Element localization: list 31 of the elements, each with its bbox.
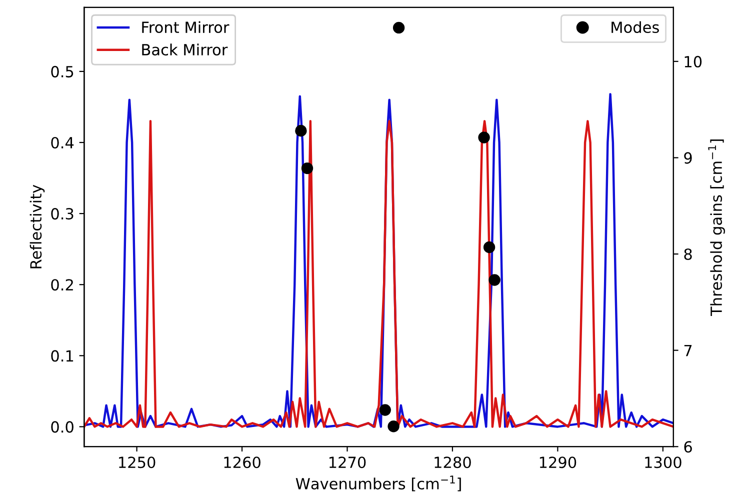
x-axis-title: Wavenumbers [cm$^{−1}$] [296, 476, 461, 492]
point [301, 162, 314, 174]
y-tick-label: 0.4 [51, 136, 74, 149]
y2-tick-label: 8 [684, 248, 692, 260]
x-tick-label: 1290 [540, 456, 576, 468]
legend-label: Modes [612, 21, 659, 34]
point [478, 132, 490, 144]
point [392, 22, 405, 34]
x-tick-label: 1280 [434, 456, 471, 468]
legend-label: Back Mirror [142, 44, 228, 56]
y2-tick-label: 7 [684, 344, 692, 356]
y-tick-label: 0.2 [51, 279, 73, 291]
y2-axis-title: Threshold gains [cm$^{−1}$] [708, 139, 725, 316]
x-tick-label: 1260 [224, 456, 260, 468]
y2-tick-label: 6 [684, 441, 692, 453]
y2-tick-label: 9 [684, 152, 692, 164]
point [388, 420, 400, 432]
y2-tick-label: 10 [684, 56, 702, 68]
point [295, 124, 307, 137]
y-tick-label: 0.3 [51, 208, 74, 220]
legend-label: Front Mirror [142, 21, 230, 34]
y-axis-title: Reflectivity [30, 184, 45, 268]
x-tick-label: 1300 [645, 456, 682, 468]
x-tick-label: 1250 [119, 456, 156, 468]
y-tick-label: 0.5 [51, 66, 74, 78]
y-tick-label: 0.0 [51, 421, 74, 433]
point [379, 404, 391, 416]
x-tick-label: 1270 [329, 456, 366, 468]
point [483, 241, 496, 254]
point [488, 274, 500, 286]
y-tick-label: 0.1 [51, 350, 74, 362]
